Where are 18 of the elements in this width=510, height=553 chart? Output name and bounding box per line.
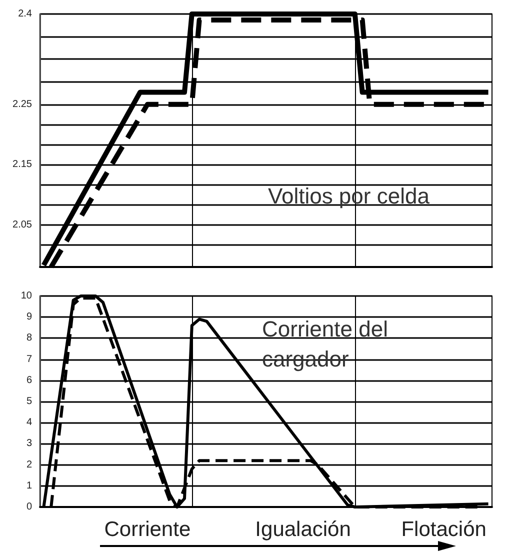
- x-tick-label: Igualación: [255, 518, 351, 541]
- x-tick-label: Flotación: [401, 518, 486, 541]
- y-tick-label: 9: [26, 312, 32, 323]
- y-tick-label: 2.05: [12, 219, 32, 230]
- y-tick-label: 7: [26, 354, 32, 365]
- y-tick-label: 2.4: [18, 8, 32, 20]
- y-tick-label: 1: [26, 480, 32, 492]
- y-tick-label: 3: [26, 438, 32, 450]
- y-tick-label: 8: [26, 332, 32, 344]
- y-tick-label: 2.25: [12, 98, 32, 110]
- y-tick-label: 2.15: [12, 159, 32, 170]
- y-tick-label: 4: [26, 417, 32, 428]
- y-tick-label: 10: [20, 290, 32, 302]
- y-tick-label: 6: [26, 374, 32, 386]
- y-tick-label: 2: [26, 459, 32, 470]
- y-tick-label: 0: [26, 502, 32, 512]
- x-tick-label: Corriente: [104, 518, 191, 541]
- y-tick-label: 5: [26, 396, 32, 407]
